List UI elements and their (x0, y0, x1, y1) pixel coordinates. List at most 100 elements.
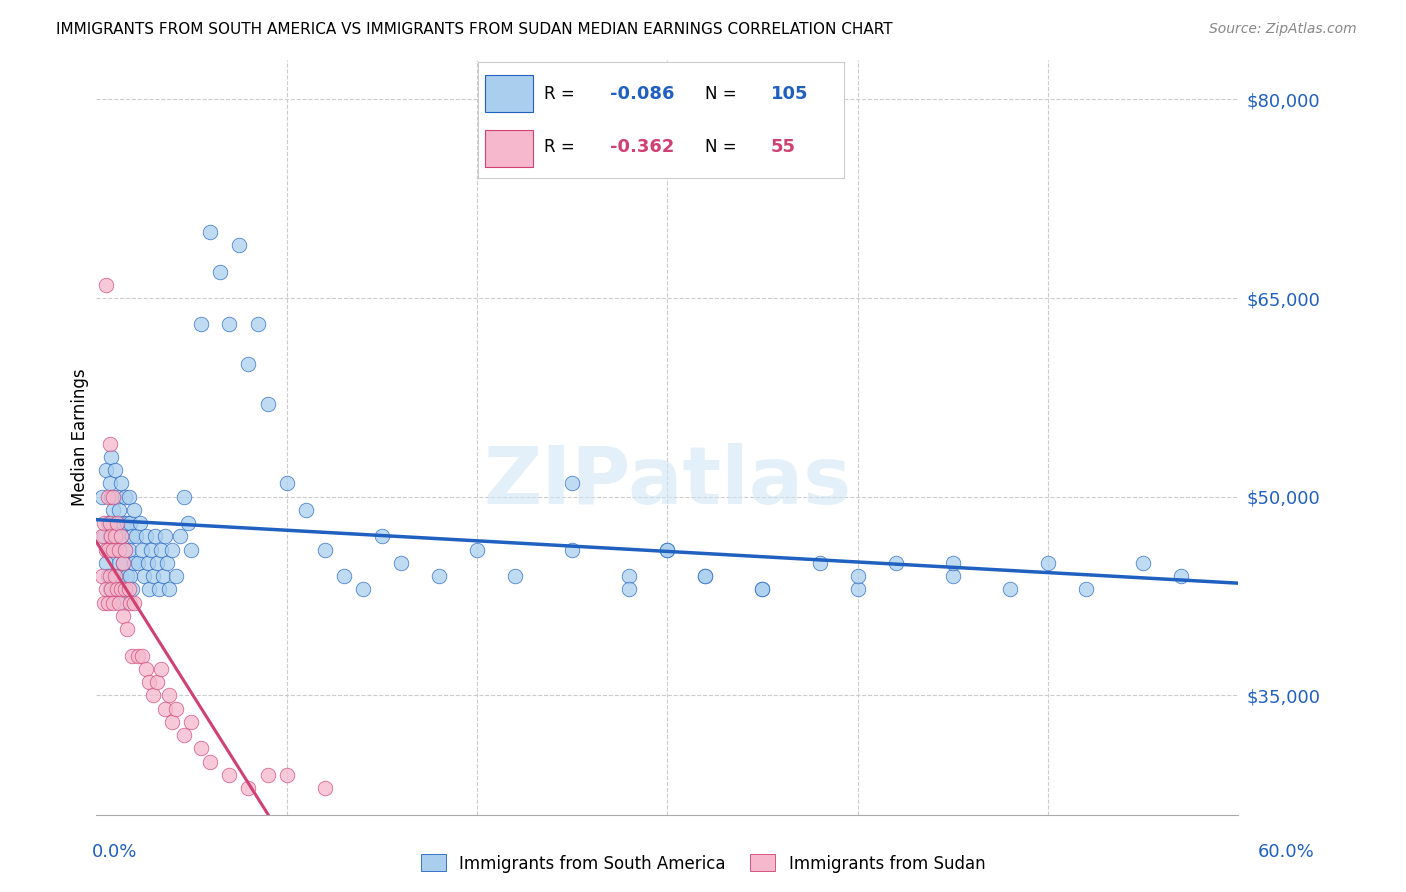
Point (111, 556, 134, 570)
Point (846, 569, 869, 583)
Point (108, 503, 131, 517)
Point (503, 569, 526, 583)
Point (619, 569, 641, 583)
Point (103, 516, 125, 531)
Point (143, 529, 166, 543)
Point (148, 582, 170, 597)
Point (276, 768, 298, 782)
Point (114, 582, 136, 597)
Point (111, 556, 134, 570)
FancyBboxPatch shape (485, 129, 533, 167)
Point (108, 542, 131, 557)
Text: IMMIGRANTS FROM SOUTH AMERICA VS IMMIGRANTS FROM SUDAN MEDIAN EARNINGS CORRELATI: IMMIGRANTS FROM SOUTH AMERICA VS IMMIGRA… (56, 22, 893, 37)
Point (695, 569, 717, 583)
Text: -0.086: -0.086 (610, 85, 673, 103)
Point (115, 622, 138, 636)
Point (332, 569, 354, 583)
Point (146, 675, 169, 690)
Point (94, 556, 117, 570)
Point (162, 542, 184, 557)
Point (114, 582, 136, 597)
Point (157, 582, 180, 597)
Point (120, 516, 142, 531)
Point (120, 569, 142, 583)
Point (100, 582, 122, 597)
Point (97, 596, 120, 610)
Point (256, 397, 278, 411)
Point (115, 516, 138, 531)
Point (103, 503, 125, 517)
Point (122, 503, 145, 517)
Point (165, 569, 187, 583)
Point (173, 490, 195, 504)
Point (121, 648, 143, 663)
Point (149, 542, 172, 557)
FancyBboxPatch shape (485, 75, 533, 112)
Point (110, 476, 132, 491)
Point (200, 225, 222, 239)
Point (131, 648, 153, 663)
Point (138, 582, 160, 597)
Point (389, 556, 412, 570)
Point (104, 463, 127, 477)
Point (695, 569, 717, 583)
Point (105, 569, 128, 583)
Point (619, 582, 641, 597)
Point (146, 556, 169, 570)
Point (98, 569, 121, 583)
Point (180, 542, 202, 557)
Point (200, 755, 222, 769)
Point (1036, 556, 1059, 570)
Point (117, 490, 139, 504)
Point (114, 542, 136, 557)
Point (103, 569, 125, 583)
Point (998, 582, 1021, 597)
Point (152, 569, 174, 583)
Point (93, 529, 115, 543)
Point (942, 569, 965, 583)
Point (97, 516, 120, 531)
Point (165, 701, 187, 715)
Point (110, 529, 132, 543)
Text: Source: ZipAtlas.com: Source: ZipAtlas.com (1209, 22, 1357, 37)
Point (208, 264, 231, 278)
Point (256, 768, 278, 782)
Point (561, 476, 583, 491)
Point (173, 728, 195, 742)
Point (153, 701, 176, 715)
Point (427, 569, 450, 583)
Point (117, 582, 139, 597)
Point (103, 490, 125, 504)
Point (141, 542, 163, 557)
Point (176, 516, 198, 531)
Point (122, 596, 145, 610)
Point (142, 689, 165, 703)
Point (142, 569, 165, 583)
Point (846, 582, 869, 597)
Point (104, 529, 127, 543)
Point (465, 542, 488, 557)
Point (218, 768, 240, 782)
Point (105, 529, 128, 543)
Point (751, 582, 773, 597)
Point (238, 780, 260, 795)
Point (90, 569, 112, 583)
Point (115, 569, 138, 583)
Point (110, 582, 132, 597)
Text: 60.0%: 60.0% (1258, 843, 1315, 861)
Point (294, 503, 316, 517)
Point (314, 542, 336, 557)
Text: 105: 105 (770, 85, 808, 103)
Text: R =: R = (544, 138, 579, 156)
Point (114, 490, 136, 504)
Point (657, 542, 679, 557)
Point (149, 662, 172, 676)
Point (105, 516, 128, 531)
Point (1170, 569, 1192, 583)
Point (110, 529, 132, 543)
Point (121, 529, 143, 543)
Point (153, 529, 176, 543)
Point (104, 582, 127, 597)
Point (190, 318, 212, 332)
Y-axis label: Median Earnings: Median Earnings (72, 368, 89, 506)
